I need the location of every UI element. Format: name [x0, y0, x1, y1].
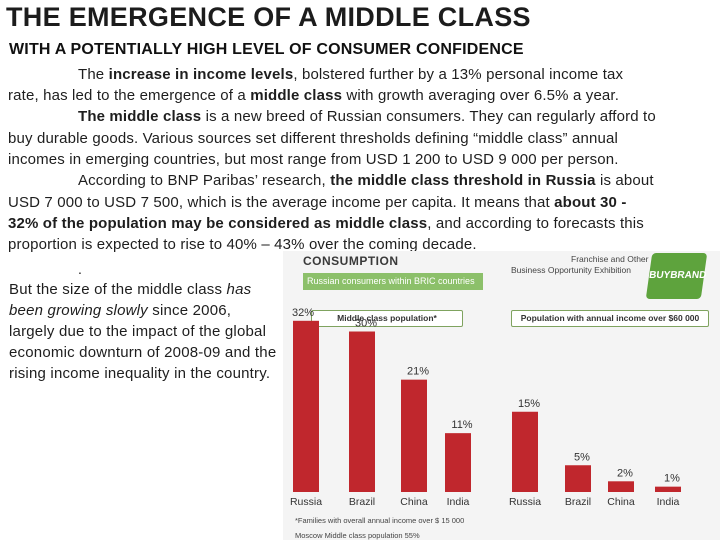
footnote-1: *Families with overall annual income ove… [295, 516, 465, 525]
emphasis-threshold: the middle class threshold in Russia [330, 172, 596, 189]
text-fragment: The [78, 66, 109, 83]
text-fragment: is about [595, 172, 654, 189]
emphasis-growing-slowly: has been growing slowly [9, 281, 252, 319]
chart2-category-label: India [657, 496, 680, 508]
chart2-value-label: 15% [518, 398, 540, 410]
text-fragment: , bolstered further by a 13% personal in… [293, 66, 624, 83]
side-note: But the size of the middle class has bee… [9, 279, 279, 384]
footnote-2: Moscow Middle class population 55% [295, 531, 420, 540]
chart1-value-label: 30% [355, 318, 377, 330]
chart2-value-label: 5% [574, 451, 590, 463]
paragraph-line-9: proportion is expected to rise to 40% – … [8, 236, 477, 253]
paragraph-line-6: According to BNP Paribas’ research, the … [78, 172, 654, 189]
paragraph-line-7: USD 7 000 to USD 7 500, which is the ave… [8, 194, 627, 211]
chart1-bar-china [401, 379, 427, 492]
emphasis-about-30: about 30 - [554, 194, 627, 211]
paragraph-line-3: The middle class is a new breed of Russi… [78, 108, 656, 125]
page-title: THE EMERGENCE OF A MIDDLE CLASS [6, 2, 531, 32]
chart2-category-label: Russia [509, 496, 541, 508]
text-fragment: rate, has led to the emergence of a [8, 87, 251, 104]
paragraph-line-5: incomes in emerging countries, but most … [8, 151, 619, 168]
chart2-bar-russia [512, 411, 538, 492]
chart1-bar-russia [293, 320, 319, 492]
emphasis-middle-class: middle class [250, 87, 343, 104]
chart2-title: Population with annual income over $60 0… [511, 310, 709, 327]
chart1-value-label: 21% [407, 366, 429, 378]
figure-banner: Russian consumers within BRIC countries [303, 273, 483, 290]
emphasis-population-share: 32% of the population may be considered … [8, 215, 428, 232]
chart1-value-label: 32% [292, 307, 314, 319]
paragraph-line-2: rate, has led to the emergence of a midd… [8, 87, 619, 104]
expo-line-1: Franchise and Other [571, 254, 649, 264]
chart2-category-label: China [607, 496, 635, 508]
chart2-category-label: Brazil [565, 496, 591, 508]
chart1-category-label: China [400, 496, 428, 508]
chart2-bar-brazil [565, 465, 591, 492]
expo-caption: Franchise and Other Business Opportunity… [511, 254, 648, 276]
paragraph-line-8: 32% of the population may be considered … [8, 215, 644, 232]
text-fragment: But the size of the middle class [9, 281, 227, 298]
consumption-figure: CONSUMPTION Russian consumers within BRI… [283, 251, 720, 540]
chart2-bar-china [608, 481, 634, 492]
paragraph-line-4: buy durable goods. Various sources set d… [8, 130, 618, 147]
chart1-bar-brazil [349, 331, 375, 492]
chart2-value-label: 1% [664, 473, 680, 485]
paragraph-line-1: The increase in income levels, bolstered… [78, 66, 623, 83]
chart1-bar-india [445, 433, 471, 492]
expo-line-2: Business Opportunity Exhibition [511, 265, 632, 275]
chart1-value-label: 11% [451, 419, 472, 431]
emphasis-income-levels: increase in income levels [108, 66, 294, 83]
chart2-value-label: 2% [617, 467, 633, 479]
chart1-title: Middle class population* [311, 310, 463, 327]
figure-header: CONSUMPTION [303, 254, 399, 268]
text-fragment: , and according to forecasts this [427, 215, 644, 232]
text-fragment: is a new breed of Russian consumers. The… [201, 108, 656, 125]
text-fragment: According to BNP Paribas’ research, [78, 172, 331, 189]
text-fragment: with growth averaging over 6.5% a year. [342, 87, 620, 104]
chart1-category-label: Brazil [349, 496, 375, 508]
page-subtitle: WITH A POTENTIALLY HIGH LEVEL OF CONSUME… [9, 41, 524, 58]
emphasis-the-middle-class: The middle class [78, 108, 202, 125]
chart1-category-label: India [447, 496, 470, 508]
text-fragment: since 2006, largely due to the impact of… [9, 302, 277, 382]
chart1-category-label: Russia [290, 496, 322, 508]
stray-dot: . [78, 261, 82, 277]
text-fragment: USD 7 000 to USD 7 500, which is the ave… [8, 194, 555, 211]
bar-charts: 32% Russia 30% Brazil 21% China 11% India 15% Rus… [290, 307, 681, 508]
chart2-bar-india [655, 486, 681, 492]
